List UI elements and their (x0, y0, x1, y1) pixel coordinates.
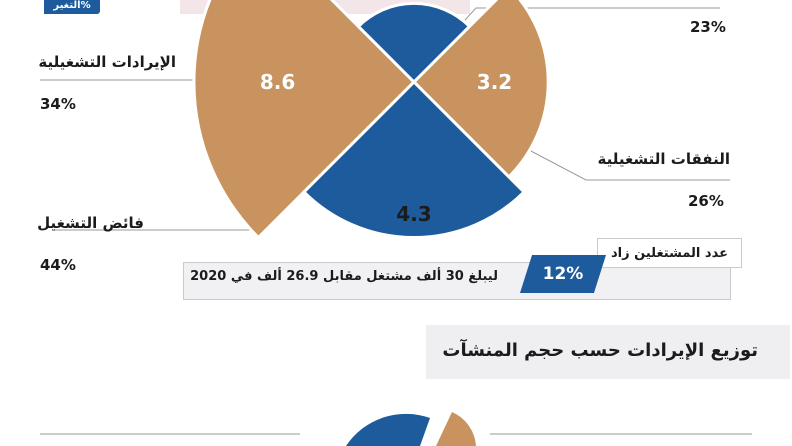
section-title: توزيع الإيرادات حسب حجم المنشآت (442, 340, 758, 361)
section-title-box (426, 325, 790, 379)
info-text: ليبلغ 30 ألف مشتغل مقابل 26.9 ألف في 202… (190, 269, 498, 284)
sector-expenses (411, 0, 550, 180)
top-right-pct: 23% (690, 18, 726, 36)
info-tag: 12% (520, 255, 606, 293)
bottom-sector-tan (436, 412, 476, 446)
expenses-pct: 26% (688, 192, 724, 210)
header-badge: التغير% (44, 0, 100, 14)
sector-revenue (192, 0, 417, 240)
expenses-label: النفقات التشغيلية (597, 150, 730, 168)
value-label-expenses: 3.2 (477, 70, 512, 94)
value-label-revenue: 8.6 (260, 70, 295, 94)
surplus-label: فائض التشغيل (37, 214, 144, 232)
bottom-sector-blue (346, 413, 430, 446)
surplus-pct: 44% (40, 256, 76, 274)
revenue-pct: 34% (40, 95, 76, 113)
sector-bottom (301, 79, 527, 240)
sector-surplus (356, 1, 472, 85)
info-box (183, 262, 731, 300)
leader-expenses (509, 139, 730, 181)
value-label-bottom: 4.3 (396, 202, 431, 226)
info-label: عدد المشتغلين زاد (597, 238, 742, 268)
revenue-label: الإيرادات التشغيلية (38, 53, 176, 71)
